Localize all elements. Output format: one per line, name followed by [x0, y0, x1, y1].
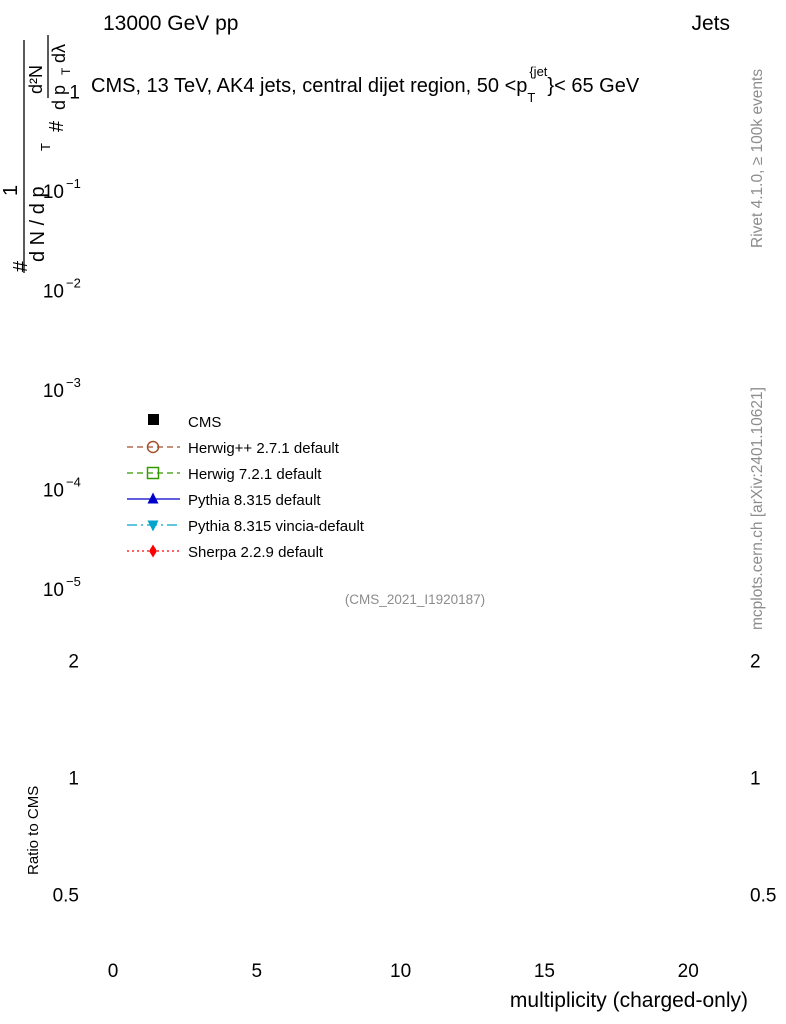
- y-top-tick-exp: −1: [66, 176, 81, 191]
- legend-series: Herwig++ 2.7.1 default Herwig 7.2.1 defau…: [127, 440, 365, 561]
- y-ratio-tick-label-right: 0.5: [750, 886, 776, 907]
- analysis-id: (CMS_2021_I1920187): [345, 592, 485, 607]
- chart-title-sup: {jet: [529, 64, 547, 79]
- legend-label: Pythia 8.315 default: [188, 492, 321, 509]
- y-top-tick-label: 10: [43, 381, 64, 402]
- legend-marker: [146, 466, 160, 480]
- legend-marker-cms: [148, 414, 159, 425]
- x-tick-label: 20: [678, 961, 699, 982]
- y-ratio-tick-label: 0.5: [53, 886, 79, 907]
- chart-title-end: }< 65 GeV: [547, 75, 639, 97]
- legend-marker: [149, 544, 157, 558]
- y-top-tick-exp: −2: [66, 275, 81, 290]
- legend-label: Pythia 8.315 vincia-default: [188, 518, 365, 535]
- y-axis-label-dl: dλ: [49, 44, 69, 63]
- y-axis-label: # 1 d N / d p T # d²N d p T dλ: [0, 35, 73, 273]
- y-top-tick-label: 1: [69, 82, 80, 103]
- y-axis-label-dn: d N / d p: [27, 186, 49, 262]
- y-axis-label-t1: T: [38, 143, 53, 151]
- x-tick-label: 5: [252, 961, 263, 982]
- y-axis-label-one: 1: [0, 185, 22, 196]
- chart-title: CMS, 13 TeV, AK4 jets, central dijet reg…: [91, 64, 640, 105]
- legend-marker: [147, 492, 159, 504]
- y-top-tick-exp: −5: [66, 574, 81, 589]
- y-ratio-tick-label-right: 2: [750, 651, 761, 672]
- y-axis-label-hash: #: [10, 260, 32, 272]
- mcplots-label: mcplots.cern.ch [arXiv:2401.10621]: [749, 387, 766, 630]
- chart-title-main: CMS, 13 TeV, AK4 jets, central dijet reg…: [91, 75, 527, 97]
- legend-label: Sherpa 2.2.9 default: [188, 544, 324, 561]
- y-ratio-tick-label: 1: [68, 768, 79, 789]
- legend: CMS Herwig++ 2.7.1 default Herwig 7.2.1 d…: [127, 414, 365, 561]
- y-top-tick-exp: −3: [66, 375, 81, 390]
- y-top-tick-label: 10: [43, 480, 64, 501]
- y-top-tick-label: 10: [43, 580, 64, 601]
- x-tick-label: 15: [534, 961, 555, 982]
- y-top-tick-exp: −4: [66, 474, 81, 489]
- y-ratio-tick-label-right: 1: [750, 768, 761, 789]
- ratio-axis-label: Ratio to CMS: [25, 786, 42, 875]
- y-axis-label-hash2: #: [46, 120, 68, 132]
- y-top-tick-label: 10: [43, 281, 64, 302]
- y-axis-label-dp: d p: [49, 85, 69, 110]
- header-right: Jets: [691, 12, 730, 35]
- legend-label-cms: CMS: [188, 414, 221, 431]
- y-axis-label-d2n: d²N: [26, 65, 46, 94]
- legend-marker: [147, 520, 159, 532]
- legend-marker: [146, 440, 160, 454]
- x-tick-label: 10: [390, 961, 411, 982]
- y-top-tick-label: 10: [43, 182, 64, 203]
- rivet-label: Rivet 4.1.0, ≥ 100k events: [749, 69, 766, 248]
- legend-label: Herwig++ 2.7.1 default: [188, 440, 340, 457]
- y-ratio-tick-label: 2: [68, 651, 79, 672]
- x-axis-label: multiplicity (charged-only): [510, 989, 748, 1012]
- y-axis-label-t2: T: [59, 67, 73, 75]
- legend-label: Herwig 7.2.1 default: [188, 466, 322, 483]
- x-tick-label: 0: [108, 961, 119, 982]
- chart-title-sub: T: [527, 90, 535, 105]
- header-left: 13000 GeV pp: [103, 12, 238, 35]
